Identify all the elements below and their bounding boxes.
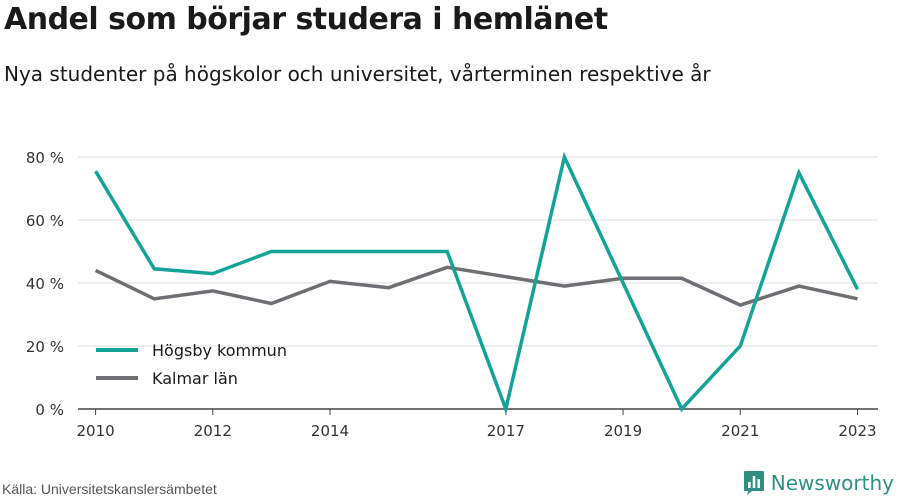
legend-label-1: Kalmar län xyxy=(152,369,238,388)
series-line-1 xyxy=(94,265,858,307)
x-tick-label: 2023 xyxy=(838,422,876,440)
y-tick-label: 40 % xyxy=(26,275,64,293)
x-tick-label: 2019 xyxy=(604,422,642,440)
brand-name: Newsworthy xyxy=(770,471,894,495)
brand-logo: Newsworthy xyxy=(743,469,894,497)
y-tick-label: 80 % xyxy=(26,149,64,167)
axis-layer: 0 % 20 % 40 % 60 % 80 % 2010 2012 2014 2017 2019 2… xyxy=(26,149,878,440)
grid-layer xyxy=(78,156,878,347)
series-layer xyxy=(94,151,860,416)
line-chart: 0 % 20 % 40 % 60 % 80 % 2010 2012 2014 2017 2019 2… xyxy=(26,149,878,440)
x-tick-label: 2017 xyxy=(487,422,525,440)
y-tick-label: 20 % xyxy=(26,338,64,356)
series-line-0 xyxy=(94,151,860,416)
x-tick-label: 2010 xyxy=(76,422,114,440)
legend-label-0: Högsby kommun xyxy=(152,341,287,360)
chart-title: Andel som börjar studera i hemlänet xyxy=(4,2,608,37)
source-note: Källa: Universitetskanslersämbetet xyxy=(2,481,217,497)
y-tick-label: 0 % xyxy=(35,401,64,419)
chart-subtitle: Nya studenter på högskolor och universit… xyxy=(4,62,711,86)
legend: Högsby kommun Kalmar län xyxy=(96,341,287,388)
x-tick-label: 2012 xyxy=(194,422,232,440)
bar-chart-icon xyxy=(743,471,764,495)
y-tick-label: 60 % xyxy=(26,212,64,230)
x-tick-label: 2014 xyxy=(311,422,349,440)
x-tick-label: 2021 xyxy=(721,422,759,440)
